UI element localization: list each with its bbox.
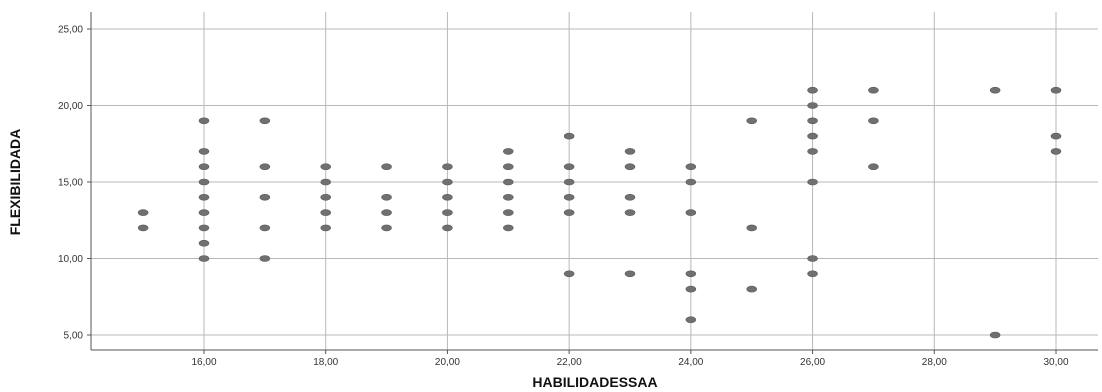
- data-point: [198, 117, 210, 125]
- data-point: [198, 148, 210, 155]
- data-point: [198, 178, 210, 186]
- data-point: [746, 117, 758, 125]
- data-point: [868, 163, 879, 170]
- data-point: [320, 178, 332, 186]
- data-point: [807, 255, 818, 262]
- data-point: [563, 194, 575, 201]
- data-point: [320, 224, 332, 232]
- data-point: [502, 209, 514, 216]
- data-point: [624, 148, 636, 155]
- data-point: [320, 194, 332, 201]
- data-point: [807, 117, 818, 125]
- data-point: [502, 194, 514, 201]
- data-point: [1050, 86, 1062, 94]
- data-point: [685, 285, 697, 293]
- data-point: [1050, 132, 1062, 140]
- data-point: [989, 331, 1001, 339]
- data-point: [563, 132, 575, 140]
- data-point: [137, 224, 149, 232]
- data-point: [198, 239, 210, 247]
- data-point: [685, 163, 697, 170]
- data-point: [259, 224, 271, 232]
- data-point: [989, 86, 1001, 94]
- data-point: [807, 178, 818, 186]
- y-tick-label: 25,00: [58, 25, 83, 36]
- data-point: [442, 178, 453, 186]
- data-point: [198, 255, 210, 262]
- data-point: [868, 86, 879, 94]
- x-tick-label: 30,00: [1043, 357, 1068, 368]
- data-point: [259, 194, 271, 201]
- data-point: [381, 224, 392, 232]
- data-points: [137, 86, 1062, 339]
- data-point: [807, 86, 818, 94]
- data-point: [381, 163, 392, 170]
- data-point: [1050, 148, 1062, 155]
- y-tick-label: 15,00: [58, 178, 83, 189]
- data-point: [868, 117, 879, 125]
- axes: [90, 12, 1098, 351]
- data-point: [442, 209, 453, 216]
- data-point: [563, 163, 575, 170]
- data-point: [624, 194, 636, 201]
- data-point: [259, 163, 271, 170]
- data-point: [442, 224, 453, 232]
- x-tick-label: 16,00: [191, 357, 216, 368]
- data-point: [259, 255, 271, 262]
- x-tick-label: 22,00: [557, 357, 582, 368]
- data-point: [320, 163, 332, 170]
- data-point: [381, 209, 392, 216]
- data-point: [563, 209, 575, 216]
- data-point: [198, 163, 210, 170]
- data-point: [502, 148, 514, 155]
- data-point: [807, 148, 818, 155]
- x-tick-label: 20,00: [435, 357, 460, 368]
- data-point: [320, 209, 332, 216]
- y-tick-labels: 5,00 10,00 15,00 20,00 25,00: [58, 25, 83, 342]
- data-point: [685, 178, 697, 186]
- data-point: [563, 178, 575, 186]
- data-point: [685, 270, 697, 278]
- data-point: [502, 224, 514, 232]
- x-tick-labels: 16,00 18,00 20,00 22,00 24,00 26,00 28,00 30,00: [191, 357, 1068, 368]
- data-point: [624, 209, 636, 216]
- x-axis-title: HABILIDADESSAA: [532, 374, 657, 390]
- y-tick-label: 20,00: [58, 101, 83, 112]
- data-point: [502, 163, 514, 170]
- data-point: [442, 163, 453, 170]
- x-tick-label: 26,00: [800, 357, 825, 368]
- data-point: [807, 270, 818, 278]
- data-point: [624, 163, 636, 170]
- x-tick-label: 18,00: [313, 357, 338, 368]
- data-point: [807, 102, 818, 109]
- data-point: [624, 270, 636, 278]
- data-point: [502, 178, 514, 186]
- data-point: [381, 194, 392, 201]
- data-point: [685, 209, 697, 216]
- data-point: [563, 270, 575, 278]
- grid: [87, 12, 1098, 354]
- data-point: [442, 194, 453, 201]
- y-tick-label: 5,00: [64, 331, 84, 342]
- data-point: [198, 209, 210, 216]
- data-point: [198, 194, 210, 201]
- data-point: [807, 132, 818, 140]
- data-point: [746, 285, 758, 293]
- data-point: [685, 316, 697, 324]
- data-point: [746, 224, 758, 232]
- x-tick-label: 28,00: [922, 357, 947, 368]
- y-tick-label: 10,00: [58, 254, 83, 265]
- data-point: [137, 209, 149, 216]
- x-tick-label: 24,00: [678, 357, 703, 368]
- data-point: [198, 224, 210, 232]
- data-point: [259, 117, 271, 125]
- y-axis-title: FLEXIBILIDADA: [7, 129, 23, 236]
